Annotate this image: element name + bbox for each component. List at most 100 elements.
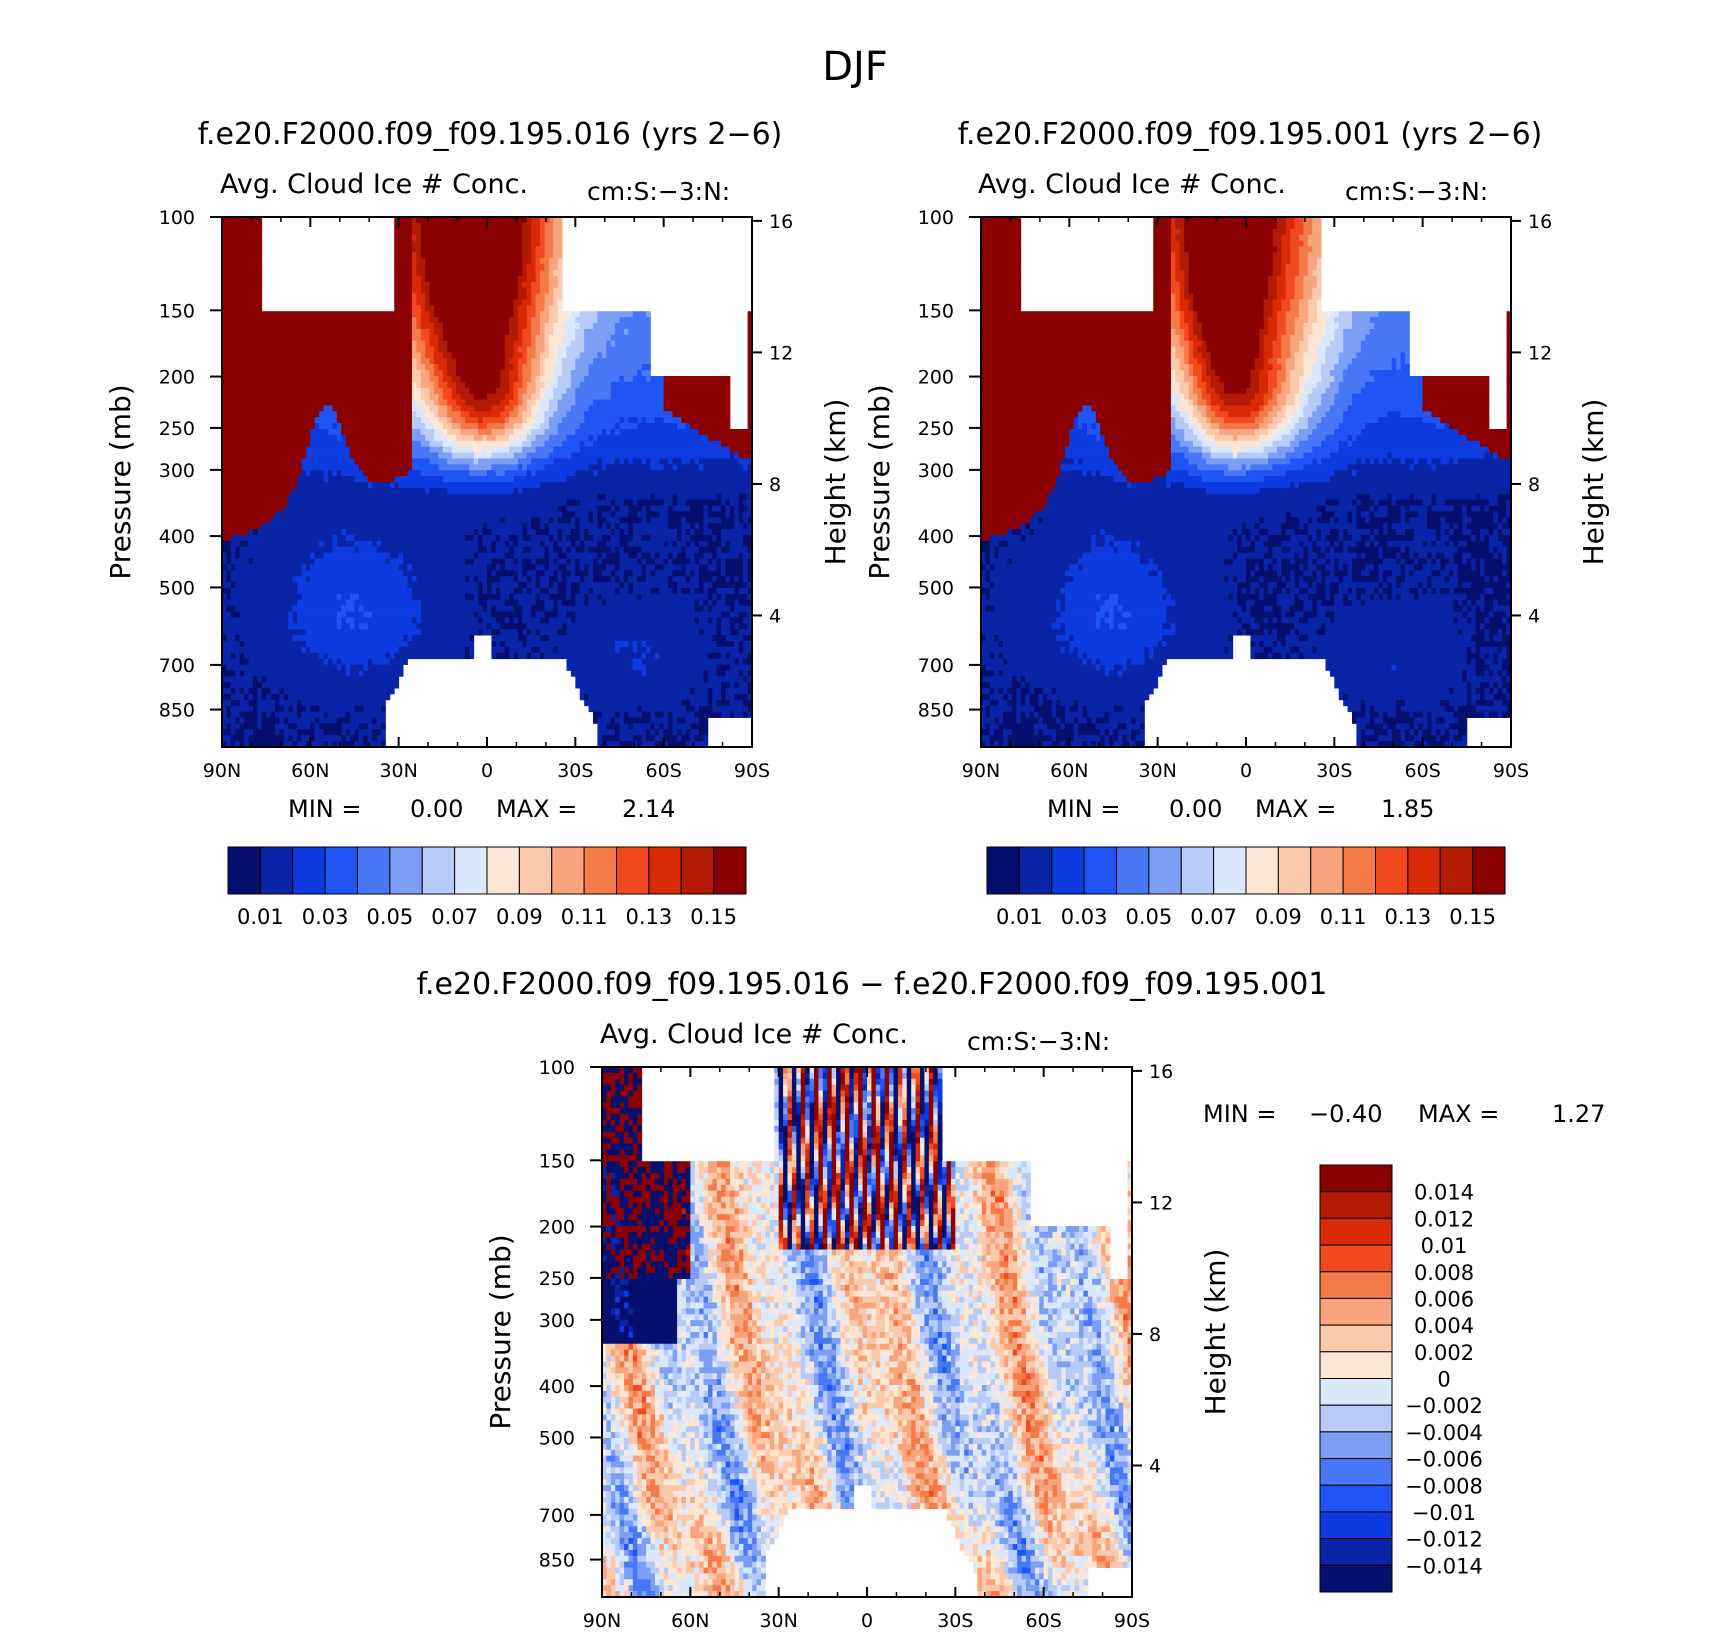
contour-cell [288,511,294,518]
contour-cell [416,470,422,477]
contour-cell [451,364,457,371]
contour-cell [469,499,475,506]
contour-cell [517,529,523,536]
contour-cell [305,346,311,353]
contour-cell [663,376,669,383]
contour-cell [358,381,364,389]
contour-cell [464,217,470,224]
contour-cell [372,323,377,330]
contour-cell [226,340,232,347]
contour-cell [341,464,347,471]
contour-cell [358,411,364,418]
contour-cell [244,393,249,400]
contour-cell [566,511,572,518]
contour-cell [707,523,713,530]
contour-cell [411,487,417,495]
contour-cell [283,334,289,342]
contour-cell [358,487,364,495]
contour-cell [341,364,347,371]
contour-cell [341,352,347,359]
contour-cell [747,452,752,459]
contour-cell [222,487,227,495]
contour-cell [460,429,466,436]
contour-cell [292,517,298,524]
contour-cell [672,458,678,465]
contour-cell [632,505,638,512]
contour-cell [429,240,435,247]
contour-cell [222,440,227,448]
contour-cell [478,434,483,442]
contour-cell [588,511,594,518]
contour-cell [531,317,536,324]
contour-cell [235,311,241,318]
contour-cell [244,370,249,377]
contour-cell [301,458,307,465]
contour-cell [668,417,673,424]
contour-cell [222,217,227,224]
contour-cell [244,222,249,230]
contour-cell [553,222,559,230]
contour-cell [226,423,232,430]
contour-cell [517,323,523,330]
contour-cell [659,440,665,448]
contour-cell [663,399,669,406]
contour-cell [535,228,541,236]
contour-cell [332,458,338,465]
contour-cell [336,482,342,489]
contour-cell [442,381,448,389]
contour-cell [526,240,532,247]
contour-cell [553,482,559,489]
contour-cell [403,511,408,518]
contour-cell [646,476,651,483]
contour-cell [252,252,258,259]
contour-cell [434,346,439,353]
contour-cell [416,334,422,342]
contour-cell [244,399,249,406]
contour-cell [403,293,408,300]
contour-cell [416,399,422,406]
contour-cell [579,505,585,512]
contour-cell [517,222,523,230]
contour-cell [275,340,280,347]
contour-cell [703,387,709,395]
contour-cell [460,417,466,424]
contour-cell [743,523,748,530]
contour-cell [336,476,342,483]
contour-cell [601,352,607,359]
contour-cell [637,440,642,448]
contour-cell [478,364,483,371]
contour-cell [222,470,227,477]
contour-cell [301,370,307,377]
contour-cell [226,217,232,224]
contour-cell [464,499,470,506]
contour-cell [570,464,576,471]
contour-cell [495,493,501,501]
contour-cell [332,387,338,395]
contour-cell [544,499,550,506]
contour-cell [478,411,483,418]
contour-cell [328,334,333,342]
contour-cell [615,370,620,377]
contour-cell [619,381,625,389]
contour-cell [456,399,461,406]
contour-cell [495,387,501,395]
contour-cell [544,340,550,347]
contour-cell [394,240,400,247]
contour-cell [473,340,479,347]
contour-cell [434,340,439,347]
contour-cell [292,423,298,430]
contour-cell [526,399,532,406]
contour-cell [676,476,682,483]
contour-cell [248,299,254,306]
contour-cell [500,246,506,253]
contour-cell [301,328,307,336]
contour-cell [606,358,612,365]
contour-cell [478,381,483,389]
contour-cell [411,305,417,312]
contour-cell [469,352,475,359]
contour-cell [584,358,589,365]
contour-cell [535,293,541,300]
contour-cell [676,440,682,448]
contour-cell [460,511,466,518]
contour-cell [504,240,510,247]
